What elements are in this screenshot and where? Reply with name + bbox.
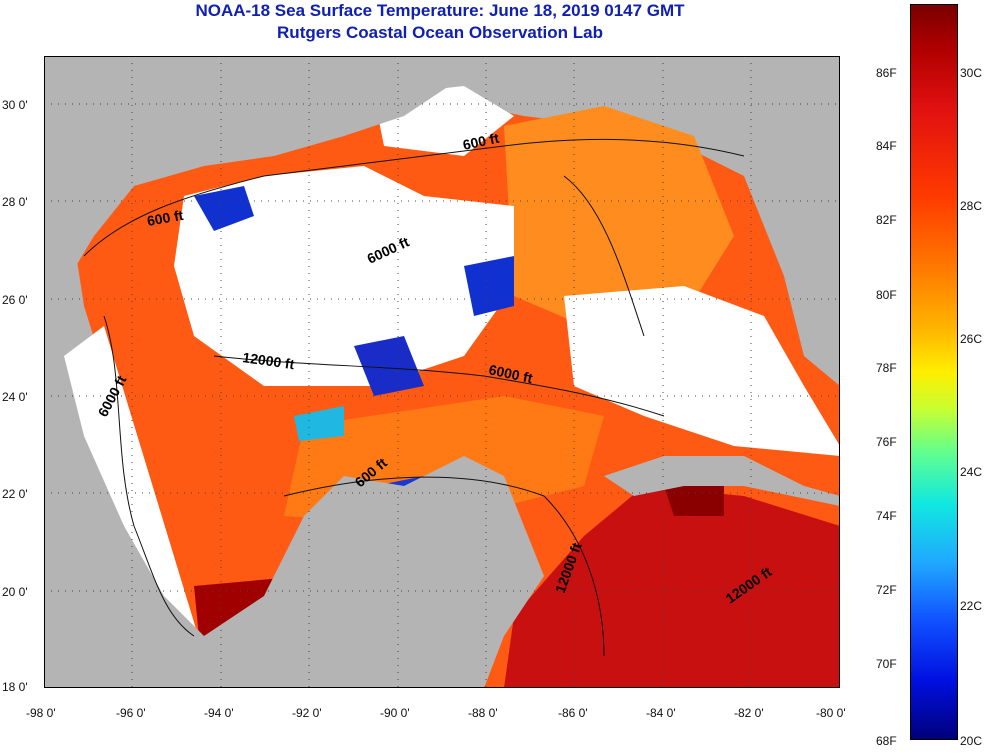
colorbar-f-label: 82F: [876, 213, 897, 227]
colorbar-f-label: 86F: [876, 66, 897, 80]
lon-tick-label: -90 0': [380, 706, 410, 720]
bathymetry-contours: [83, 138, 745, 657]
lat-tick-label: 18 0': [2, 680, 28, 694]
lon-tick-label: -94 0': [204, 706, 234, 720]
hot-region: [504, 486, 840, 688]
orange-region: [504, 106, 734, 326]
lon-tick-label: -80 0': [816, 706, 846, 720]
cloud-region: [564, 286, 840, 456]
lat-tick-label: 26 0': [2, 293, 28, 307]
colorbar-f-label: 70F: [876, 657, 897, 671]
colorbar-f-label: 84F: [876, 139, 897, 153]
lon-tick-label: -92 0': [292, 706, 322, 720]
lon-tick-label: -96 0': [116, 706, 146, 720]
hot-region: [664, 481, 724, 516]
cool-region: [194, 186, 254, 231]
lat-tick-label: 24 0': [2, 390, 28, 404]
contour-label: 600 ft: [461, 130, 500, 153]
temperature-colorbar: [910, 4, 958, 740]
sst-map: 600 ft 600 ft 6000 ft 12000 ft 6000 ft 6…: [44, 56, 840, 688]
lat-tick-label: 30 0': [2, 98, 28, 112]
land-florida: [784, 56, 840, 296]
colorbar-f-label: 68F: [876, 734, 897, 748]
lon-tick-label: -84 0': [646, 706, 676, 720]
colorbar-f-label: 80F: [876, 288, 897, 302]
cloud-region: [174, 166, 514, 386]
colorbar-f-label: 76F: [876, 435, 897, 449]
colorbar-c-label: 26C: [960, 332, 983, 346]
colorbar-f-label: 72F: [876, 583, 897, 597]
map-title: NOAA-18 Sea Surface Temperature: June 18…: [195, 1, 685, 20]
cool-region: [294, 406, 344, 441]
land-us-gulf: [44, 56, 840, 306]
colorbar-f-label: 74F: [876, 509, 897, 523]
lon-tick-label: -86 0': [558, 706, 588, 720]
cool-region: [354, 336, 424, 396]
colorbar-f-label: 78F: [876, 361, 897, 375]
sst-map-canvas: 600 ft 600 ft 6000 ft 12000 ft 6000 ft 6…: [44, 56, 840, 688]
lon-tick-label: -82 0': [734, 706, 764, 720]
land-cuba: [604, 456, 840, 506]
colorbar-c-label: 24C: [960, 465, 983, 479]
colorbar-c-label: 28C: [960, 199, 983, 213]
lon-tick-label: -88 0': [468, 706, 498, 720]
contour-label: 12000 ft: [242, 349, 296, 372]
graticule: [44, 56, 840, 688]
lat-tick-label: 22 0': [2, 487, 28, 501]
colorbar-c-label: 22C: [960, 599, 983, 613]
cool-region: [464, 256, 514, 316]
colorbar-c-label: 20C: [960, 734, 983, 748]
lon-tick-label: -98 0': [26, 706, 56, 720]
lat-tick-label: 20 0': [2, 585, 28, 599]
lat-tick-label: 28 0': [2, 195, 28, 209]
colorbar-c-label: 30C: [960, 66, 983, 80]
contour-label: 600 ft: [146, 207, 185, 229]
map-subtitle: Rutgers Coastal Ocean Observation Lab: [277, 23, 603, 42]
land-mexico: [44, 316, 544, 688]
